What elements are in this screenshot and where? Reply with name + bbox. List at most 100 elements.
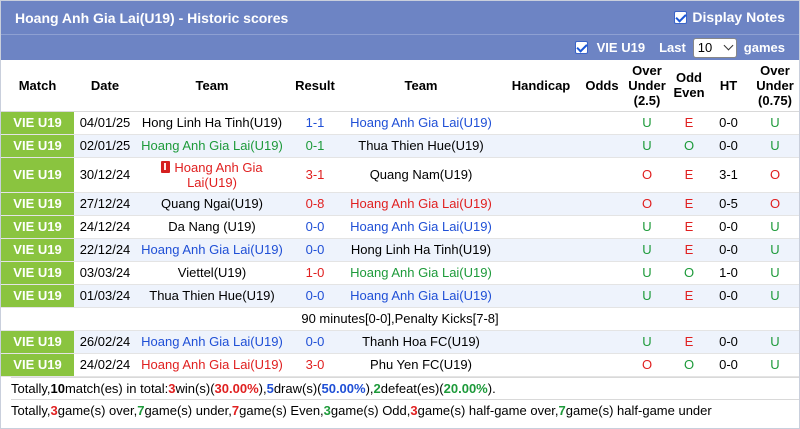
games-label: games xyxy=(743,40,785,55)
ht-cell: 0-0 xyxy=(706,111,751,135)
handicap-cell xyxy=(500,261,582,285)
over-under-cell: O xyxy=(622,192,672,216)
over-under-cell: U xyxy=(622,134,672,158)
away-team[interactable]: Thanh Hoa FC(U19) xyxy=(342,330,500,354)
home-team[interactable]: Hoang Anh Gia Lai(U19) xyxy=(136,353,288,377)
score-cell[interactable]: 0-8 xyxy=(288,192,342,216)
odd-even-cell: E xyxy=(672,330,706,354)
panel-header: Hoang Anh Gia Lai(U19) - Historic scores… xyxy=(1,1,799,34)
home-team[interactable]: Viettel(U19) xyxy=(136,261,288,285)
league-cell[interactable]: VIE U19 xyxy=(1,284,74,308)
league-cell[interactable]: VIE U19 xyxy=(1,111,74,135)
col-result: Result xyxy=(288,60,342,112)
home-team[interactable]: Quang Ngai(U19) xyxy=(136,192,288,216)
totals-summary: Totally, 10 match(es) in total: 3 win(s)… xyxy=(1,376,799,421)
filter-bar: VIE U19 Last 10 games xyxy=(1,34,799,60)
col-team-away: Team xyxy=(342,60,500,112)
score-cell[interactable]: 1-0 xyxy=(288,261,342,285)
over-under-cell: U xyxy=(622,238,672,262)
odds-cell: D xyxy=(582,238,622,262)
display-notes-label: Display Notes xyxy=(692,9,785,25)
over-under-075-cell: U xyxy=(751,215,799,239)
score-cell[interactable]: 0-0 xyxy=(288,238,342,262)
odd-even-cell: E xyxy=(672,111,706,135)
home-team[interactable]: Thua Thien Hue(U19) xyxy=(136,284,288,308)
score-cell[interactable]: 0-1 xyxy=(288,134,342,158)
odd-even-cell: E xyxy=(672,157,706,193)
over-under-cell: U xyxy=(622,215,672,239)
league-cell[interactable]: VIE U19 xyxy=(1,157,74,193)
display-notes-toggle[interactable]: Display Notes xyxy=(674,9,785,25)
match-note: 90 minutes[0-0],Penalty Kicks[7-8] xyxy=(1,307,799,331)
league-cell[interactable]: VIE U19 xyxy=(1,330,74,354)
over-under-075-cell: U xyxy=(751,238,799,262)
table-row: VIE U19 30/12/24 Hoang Anh Gia Lai(U19) … xyxy=(1,157,799,193)
league-cell[interactable]: VIE U19 xyxy=(1,238,74,262)
display-notes-checkbox[interactable] xyxy=(674,10,688,24)
odds-cell: D xyxy=(582,111,622,135)
handicap-cell xyxy=(500,111,582,135)
home-team[interactable]: Hoang Anh Gia Lai(U19) xyxy=(136,157,288,193)
odd-even-cell: E xyxy=(672,215,706,239)
date-cell: 22/12/24 xyxy=(74,238,136,262)
league-cell[interactable]: VIE U19 xyxy=(1,353,74,377)
score-cell[interactable]: 1-1 xyxy=(288,111,342,135)
ht-cell: 0-0 xyxy=(706,215,751,239)
score-cell[interactable]: 0-0 xyxy=(288,330,342,354)
scores-table: Match Date Team Result Team Handicap Odd… xyxy=(1,60,799,377)
home-team[interactable]: Hoang Anh Gia Lai(U19) xyxy=(136,134,288,158)
ht-cell: 0-0 xyxy=(706,238,751,262)
col-over-under: Over Under (2.5) xyxy=(622,60,672,112)
odds-cell: D xyxy=(582,330,622,354)
away-team[interactable]: Hoang Anh Gia Lai(U19) xyxy=(342,284,500,308)
handicap-cell xyxy=(500,192,582,216)
odd-even-cell: O xyxy=(672,134,706,158)
home-team[interactable]: Hong Linh Ha Tinh(U19) xyxy=(136,111,288,135)
handicap-cell xyxy=(500,157,582,193)
over-under-cell: U xyxy=(622,330,672,354)
away-team[interactable]: Quang Nam(U19) xyxy=(342,157,500,193)
score-cell[interactable]: 0-0 xyxy=(288,215,342,239)
over-under-cell: U xyxy=(622,284,672,308)
away-team[interactable]: Phu Yen FC(U19) xyxy=(342,353,500,377)
table-row: VIE U19 22/12/24 Hoang Anh Gia Lai(U19) … xyxy=(1,238,799,262)
home-team[interactable]: Hoang Anh Gia Lai(U19) xyxy=(136,330,288,354)
away-team[interactable]: Hoang Anh Gia Lai(U19) xyxy=(342,261,500,285)
ht-cell: 0-0 xyxy=(706,330,751,354)
col-team-home: Team xyxy=(136,60,288,112)
score-cell[interactable]: 3-0 xyxy=(288,353,342,377)
league-cell[interactable]: VIE U19 xyxy=(1,215,74,239)
col-odd-even: Odd Even xyxy=(672,60,706,112)
home-team[interactable]: Hoang Anh Gia Lai(U19) xyxy=(136,238,288,262)
away-team[interactable]: Hoang Anh Gia Lai(U19) xyxy=(342,215,500,239)
odds-cell: L xyxy=(582,261,622,285)
chevron-down-icon xyxy=(723,40,734,51)
last-games-select[interactable]: 10 xyxy=(692,37,737,58)
away-team[interactable]: Hong Linh Ha Tinh(U19) xyxy=(342,238,500,262)
odds-cell: D xyxy=(582,284,622,308)
table-row: VIE U19 02/01/25 Hoang Anh Gia Lai(U19) … xyxy=(1,134,799,158)
league-cell[interactable]: VIE U19 xyxy=(1,192,74,216)
date-cell: 27/12/24 xyxy=(74,192,136,216)
away-team[interactable]: Hoang Anh Gia Lai(U19) xyxy=(342,192,500,216)
league-filter-checkbox[interactable] xyxy=(574,41,588,54)
home-team[interactable]: Da Nang (U19) xyxy=(136,215,288,239)
over-under-075-cell: U xyxy=(751,261,799,285)
date-cell: 04/01/25 xyxy=(74,111,136,135)
last-label: Last xyxy=(659,40,686,55)
over-under-cell: U xyxy=(622,111,672,135)
score-cell[interactable]: 0-0 xyxy=(288,284,342,308)
date-cell: 26/02/24 xyxy=(74,330,136,354)
odd-even-cell: O xyxy=(672,261,706,285)
away-team[interactable]: Thua Thien Hue(U19) xyxy=(342,134,500,158)
away-team[interactable]: Hoang Anh Gia Lai(U19) xyxy=(342,111,500,135)
col-ht: HT xyxy=(706,60,751,112)
league-filter-label: VIE U19 xyxy=(596,40,646,55)
league-cell[interactable]: VIE U19 xyxy=(1,261,74,285)
score-cell[interactable]: 3-1 xyxy=(288,157,342,193)
odd-even-cell: E xyxy=(672,284,706,308)
date-cell: 03/03/24 xyxy=(74,261,136,285)
over-under-075-cell: U xyxy=(751,353,799,377)
table-row: VIE U19 04/01/25 Hong Linh Ha Tinh(U19) … xyxy=(1,111,799,135)
league-cell[interactable]: VIE U19 xyxy=(1,134,74,158)
